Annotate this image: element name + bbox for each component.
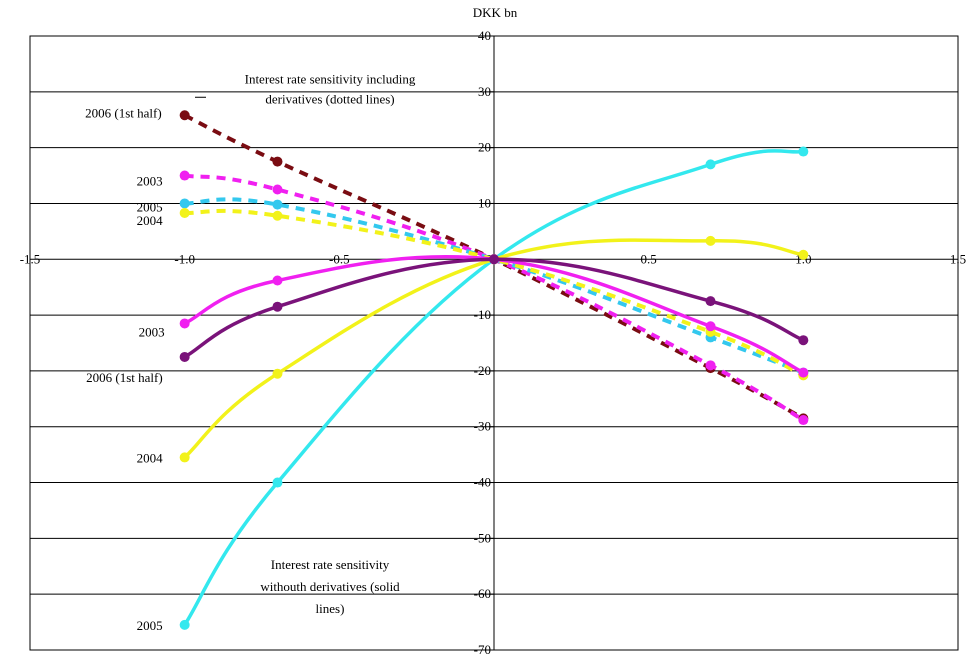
data-point [798, 146, 809, 157]
data-point [179, 110, 190, 121]
y-tick-label: -40 [474, 475, 491, 490]
series-label: 2006 (1st half) [86, 370, 163, 385]
data-point [272, 477, 283, 488]
y-tick-label: -50 [474, 530, 491, 545]
series-line [183, 238, 804, 459]
y-tick-label: -20 [474, 363, 491, 378]
y-tick-label: 30 [478, 84, 491, 99]
data-point [179, 452, 190, 463]
series-label: 2005 [137, 199, 163, 214]
annotation: Interest rate sensitivity withouth deriva… [260, 557, 400, 616]
data-point [272, 199, 283, 210]
data-point [272, 184, 283, 195]
data-point [798, 367, 809, 378]
data-point [798, 249, 809, 260]
series-line [183, 149, 804, 626]
series-label: 2006 (1st half) [85, 105, 162, 120]
series-layer [179, 110, 809, 630]
data-point [272, 156, 283, 167]
data-point [705, 360, 716, 371]
series-label: 2003 [139, 324, 165, 339]
data-point [179, 170, 190, 181]
data-point [705, 321, 716, 332]
x-tick-label: -0.5 [329, 251, 350, 266]
data-point [705, 296, 716, 307]
y-tick-label: -60 [474, 586, 491, 601]
series-2006-1st-half-solid [179, 254, 809, 362]
data-point [272, 210, 283, 221]
series-label: 2005 [137, 618, 163, 633]
annotation: Interest rate sensitivity including deriv… [245, 71, 416, 106]
series-line [184, 197, 805, 375]
y-axis-label: DKK bn [473, 5, 518, 20]
series-label: 2003 [137, 174, 163, 189]
y-tick-label: -10 [474, 307, 491, 322]
y-tick-label: 10 [478, 195, 491, 210]
data-point [272, 275, 283, 286]
data-point [798, 415, 809, 426]
data-point [705, 159, 716, 170]
data-point [272, 368, 283, 379]
data-point [179, 207, 190, 218]
data-point [798, 335, 809, 346]
y-tick-label: 40 [478, 28, 491, 43]
series-label: 2004 [137, 213, 164, 228]
data-point [179, 619, 190, 630]
y-tick-label: -30 [474, 419, 491, 434]
data-point [489, 254, 499, 265]
x-tick-label: -1.5 [20, 251, 41, 266]
y-tick-label: 20 [478, 140, 491, 155]
series-label: 2004 [137, 450, 164, 465]
x-tick-label: 1.5 [950, 251, 966, 266]
data-point [179, 198, 190, 209]
series-2004-solid [179, 235, 809, 463]
x-tick-label: -1.0 [174, 251, 195, 266]
data-point [705, 235, 716, 246]
y-tick-label: -70 [474, 642, 491, 656]
data-point [179, 318, 190, 329]
data-point [179, 351, 190, 362]
data-point [272, 301, 283, 312]
x-tick-label: 0.5 [641, 251, 657, 266]
